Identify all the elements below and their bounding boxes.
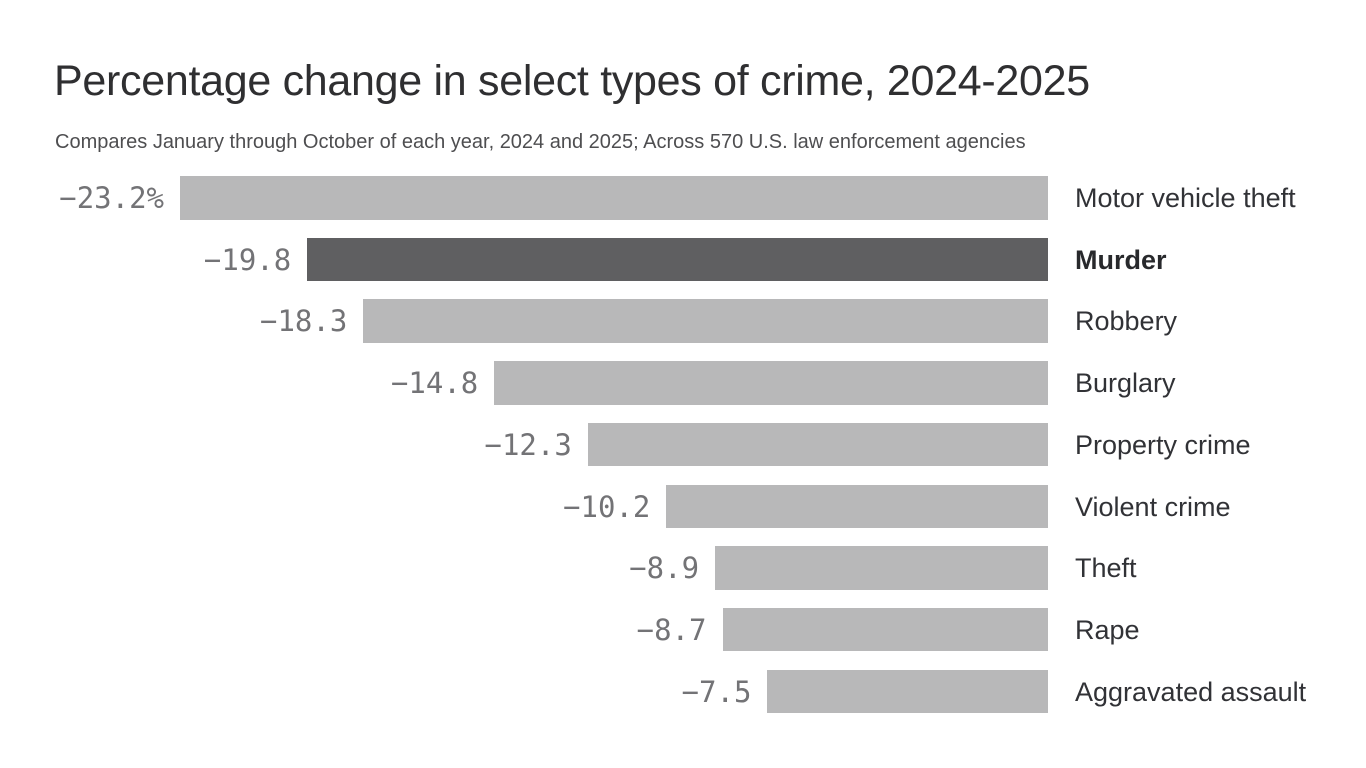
bar-value-label: −23.2% <box>59 181 164 215</box>
bar-value-label: −7.5 <box>681 674 752 709</box>
bar-category-label: Motor vehicle theft <box>1075 183 1296 213</box>
bar-value-label: −8.9 <box>629 551 700 586</box>
bar-value-label: −10.2 <box>563 489 651 524</box>
chart-subtitle: Compares January through October of each… <box>55 131 1026 153</box>
bar-row: −18.3 Robbery <box>0 299 1366 343</box>
bar-category-label: Theft <box>1075 553 1137 584</box>
chart-title: Percentage change in select types of cri… <box>54 57 1090 105</box>
bar-value-label: −12.3 <box>484 427 572 462</box>
bar-row: −14.8 Burglary <box>0 361 1366 405</box>
bar-category-label: Rape <box>1075 614 1140 645</box>
bar-row: −7.5 Aggravated assault <box>0 669 1366 714</box>
bar <box>722 607 1048 652</box>
bar-category-label: Burglary <box>1075 368 1176 399</box>
bar <box>180 176 1048 220</box>
bar-row: −23.2% Motor vehicle theft <box>0 176 1366 220</box>
bar-row: −19.8 Murder <box>0 237 1366 282</box>
bar-category-label: Property crime <box>1075 429 1251 460</box>
bar <box>767 669 1048 714</box>
bar-category-label: Aggravated assault <box>1075 676 1307 707</box>
bar-highlighted <box>307 237 1048 282</box>
bar-value-label: −8.7 <box>636 612 707 647</box>
bar-value-label: −14.8 <box>390 366 479 401</box>
bar-row: −8.7 Rape <box>0 607 1366 652</box>
bar <box>587 422 1048 467</box>
bar-value-label: −19.8 <box>203 242 292 277</box>
bar <box>363 299 1048 343</box>
bar-category-label: Robbery <box>1075 306 1178 337</box>
bar-value-label: −18.3 <box>260 304 348 339</box>
bar-category-label: Violent crime <box>1075 491 1231 522</box>
bar <box>494 361 1048 405</box>
bar-row: −10.2 Violent crime <box>0 484 1366 528</box>
bar-row: −12.3 Property crime <box>0 422 1366 467</box>
bar-category-label: Murder <box>1075 244 1167 275</box>
bar <box>666 484 1048 528</box>
bar-row: −8.9 Theft <box>0 546 1366 590</box>
bar <box>715 546 1048 590</box>
